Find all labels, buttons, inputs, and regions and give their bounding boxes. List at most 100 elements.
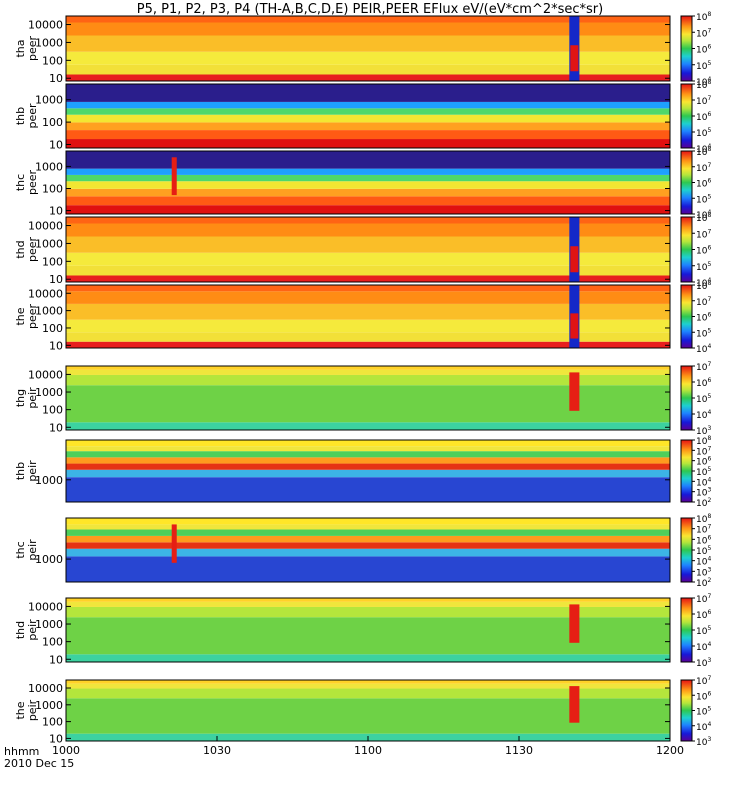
y-tick-label: 1000 xyxy=(35,36,63,49)
x-tick-label: 1200 xyxy=(656,744,684,757)
colorbar-tick-label: 105 xyxy=(696,60,711,72)
colorbar-tick-label: 107 xyxy=(696,228,711,240)
panel-frame xyxy=(65,597,671,663)
spectrogram-band xyxy=(66,84,670,102)
y-tick-label: 1000 xyxy=(35,160,63,173)
spectrogram-band xyxy=(66,51,670,65)
colorbar-tick-label: 108 xyxy=(696,212,711,224)
spectrogram-band xyxy=(66,101,670,109)
y-tick-label: 100 xyxy=(42,404,63,417)
y-tick-label: 1000 xyxy=(35,474,63,487)
spectrogram-band xyxy=(66,524,670,530)
colorbar xyxy=(680,439,693,503)
colorbar-tick-label: 106 xyxy=(696,312,711,324)
colorbar xyxy=(680,517,693,583)
y-tick-label: 10 xyxy=(49,339,63,352)
y-tick-label: 100 xyxy=(42,322,63,335)
colorbar xyxy=(680,83,693,149)
event-marker xyxy=(569,285,580,348)
colorbar-tick-label: 103 xyxy=(696,657,711,669)
panel-label: thbpeir xyxy=(14,460,39,482)
event-marker xyxy=(569,372,580,411)
colorbar-tick-label: 108 xyxy=(696,11,711,23)
spectrogram-band xyxy=(66,114,670,123)
spectrogram-band xyxy=(66,168,670,175)
panel-label: thcpeer xyxy=(14,170,39,196)
colorbar-tick-label: 106 xyxy=(696,44,711,56)
spectrogram-band xyxy=(66,680,670,684)
spectrogram-band xyxy=(66,319,670,333)
spectrogram-band xyxy=(66,548,670,557)
spectrogram-band xyxy=(66,205,670,214)
y-tick-label: 10000 xyxy=(28,600,63,613)
y-tick-label: 10000 xyxy=(28,220,63,233)
x-tick-label: 1100 xyxy=(354,744,382,757)
colorbar-tick-label: 105 xyxy=(696,127,711,139)
panel-label: thbpeer xyxy=(14,103,39,129)
y-tick-label: 10000 xyxy=(28,19,63,32)
colorbar-tick-label: 107 xyxy=(696,361,711,373)
y-tick-label: 100 xyxy=(42,255,63,268)
spectrogram-band xyxy=(66,22,670,36)
colorbar-tick-label: 104 xyxy=(696,409,711,421)
spectrogram-band xyxy=(66,366,670,370)
colorbar xyxy=(680,597,693,663)
event-marker xyxy=(569,686,580,723)
y-tick-label: 1000 xyxy=(35,699,63,712)
spectrogram-band xyxy=(66,469,670,478)
spectrogram-band xyxy=(66,252,670,266)
colorbar-tick-label: 104 xyxy=(696,721,711,733)
event-marker xyxy=(171,157,177,196)
panel-frame xyxy=(65,365,671,431)
spectrogram-band xyxy=(66,275,670,282)
colorbar-tick-label: 102 xyxy=(696,577,711,589)
spectrogram-band xyxy=(66,535,670,543)
spectrogram-band xyxy=(66,74,670,81)
event-marker xyxy=(569,16,580,81)
colorbar-tick-label: 105 xyxy=(696,193,711,205)
y-tick-label: 10 xyxy=(49,205,63,218)
colorbar xyxy=(680,216,693,283)
spectrogram-band xyxy=(66,518,670,525)
y-tick-label: 10 xyxy=(49,653,63,666)
y-tick-label: 1000 xyxy=(35,618,63,631)
x-axis-label: hhmm xyxy=(4,745,39,758)
spectrogram-band xyxy=(66,556,670,582)
y-tick-label: 100 xyxy=(42,636,63,649)
spectrogram-band xyxy=(66,181,670,189)
spectrogram-band xyxy=(66,285,670,292)
colorbar-tick-label: 105 xyxy=(696,625,711,637)
spectrogram-band xyxy=(66,236,670,253)
spectrogram-band xyxy=(66,698,670,734)
colorbar-tick-label: 106 xyxy=(696,178,711,190)
spectrogram-band xyxy=(66,64,670,75)
spectrogram-panel: 10 100 1000 10000 thepeir 103 104 105 106 107 xyxy=(14,675,711,748)
colorbar-tick-label: 106 xyxy=(696,111,711,123)
y-tick-label: 1000 xyxy=(35,386,63,399)
y-tick-label: 10 xyxy=(49,273,63,286)
panel-frame xyxy=(65,439,671,503)
x-axis: 1000 1030 1100 1130 1200 xyxy=(52,736,684,757)
colorbar-tick-label: 108 xyxy=(696,280,711,292)
spectrogram-band xyxy=(66,606,670,618)
spectrogram-band xyxy=(66,130,670,140)
colorbar-tick-label: 107 xyxy=(696,593,711,605)
spectrogram-band xyxy=(66,451,670,458)
spectrogram-panel: 10 100 1000 10000 thepeer 104 105 106 107 108 xyxy=(14,280,711,355)
panel-stack: 10100100010000thapeer1041051061071081010… xyxy=(14,11,711,748)
x-tick-label: 1000 xyxy=(52,744,80,757)
colorbar-tick-label: 107 xyxy=(696,27,711,39)
panel-label: thepeir xyxy=(14,699,39,721)
y-tick-label: 100 xyxy=(42,116,63,129)
y-tick-label: 10000 xyxy=(28,287,63,300)
y-tick-label: 1000 xyxy=(35,94,63,107)
spectrogram-band xyxy=(66,374,670,386)
colorbar-tick-label: 107 xyxy=(696,675,711,687)
colorbar-tick-label: 104 xyxy=(696,343,711,355)
colorbar-tick-label: 107 xyxy=(696,162,711,174)
spectrogram-band xyxy=(66,463,670,470)
